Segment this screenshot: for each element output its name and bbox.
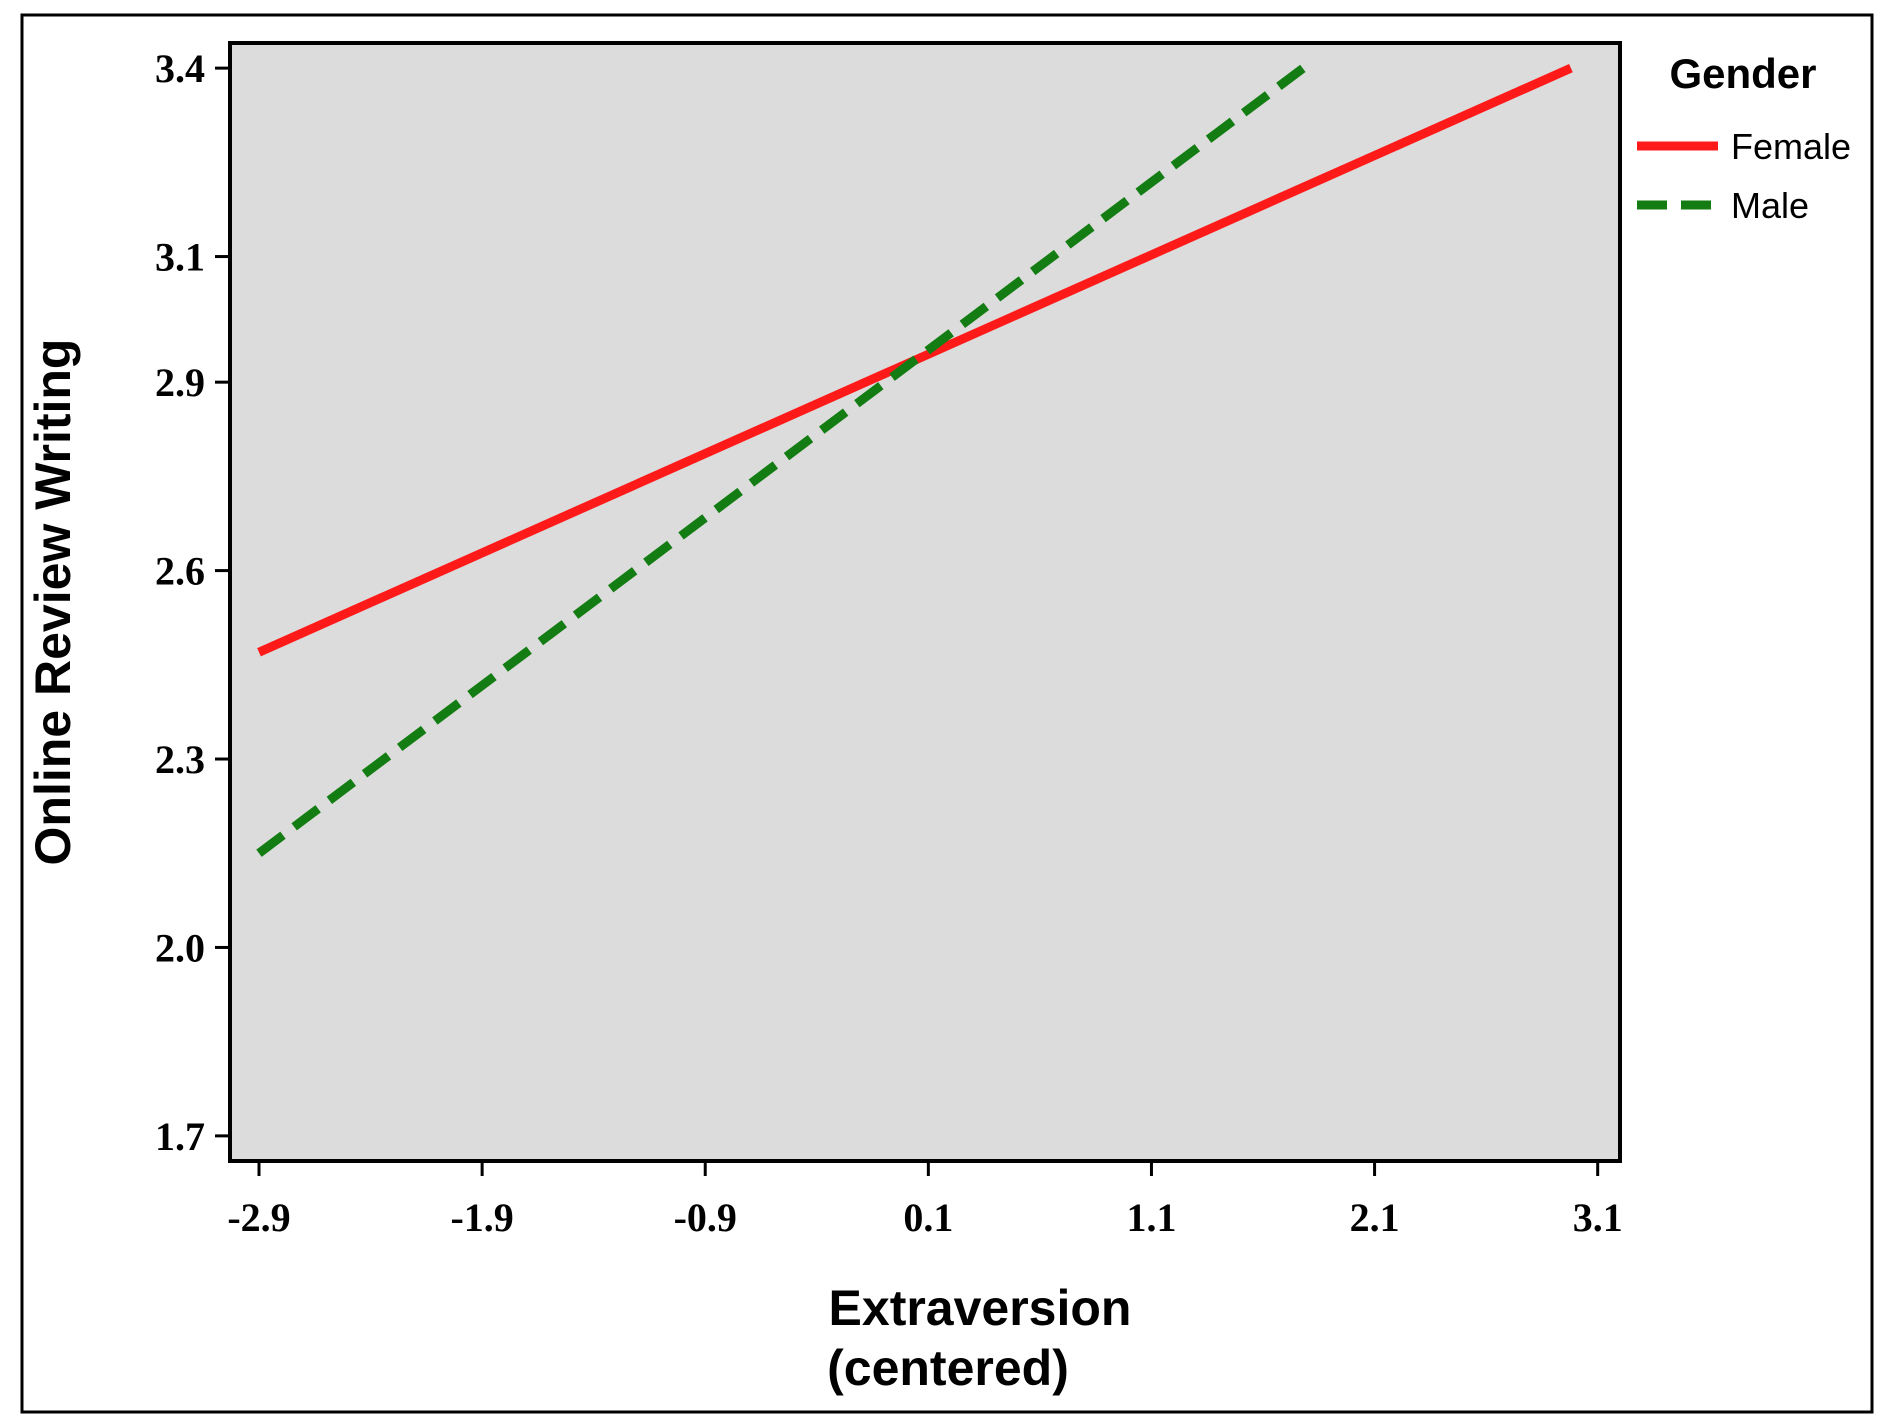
y-axis-title: Online Review Writing xyxy=(25,339,81,866)
x-axis: -2.9 -1.9 -0.9 0.1 1.1 2.1 3.1 xyxy=(227,1161,1623,1240)
x-tick-label: -2.9 xyxy=(227,1195,290,1240)
x-axis-title-line1: Extraversion xyxy=(829,1280,1132,1336)
x-axis-title-line2: (centered) xyxy=(827,1340,1069,1396)
x-tick-label: -1.9 xyxy=(450,1195,513,1240)
x-tick-label: 0.1 xyxy=(903,1195,953,1240)
y-tick-label: 1.7 xyxy=(155,1114,205,1159)
x-tick-label: -0.9 xyxy=(674,1195,737,1240)
y-tick-label: 3.4 xyxy=(155,46,205,91)
y-axis: 1.7 2.0 2.3 2.6 2.9 3.1 3.4 xyxy=(155,46,230,1159)
series-lines xyxy=(256,64,1573,857)
y-tick-label: 2.0 xyxy=(155,925,205,970)
y-tick-label: 2.6 xyxy=(155,549,205,594)
legend-label-female: Female xyxy=(1731,126,1851,167)
x-tick-label: 3.1 xyxy=(1573,1195,1623,1240)
x-tick-label: 2.1 xyxy=(1350,1195,1400,1240)
legend: Gender Female Male xyxy=(1637,50,1851,226)
legend-label-male: Male xyxy=(1731,185,1809,226)
y-tick-label: 3.1 xyxy=(155,235,205,280)
y-tick-label: 2.9 xyxy=(155,360,205,405)
x-tick-label: 1.1 xyxy=(1126,1195,1176,1240)
legend-title: Gender xyxy=(1669,50,1816,97)
y-tick-label: 2.3 xyxy=(155,737,205,782)
plot-area xyxy=(228,41,1622,1163)
